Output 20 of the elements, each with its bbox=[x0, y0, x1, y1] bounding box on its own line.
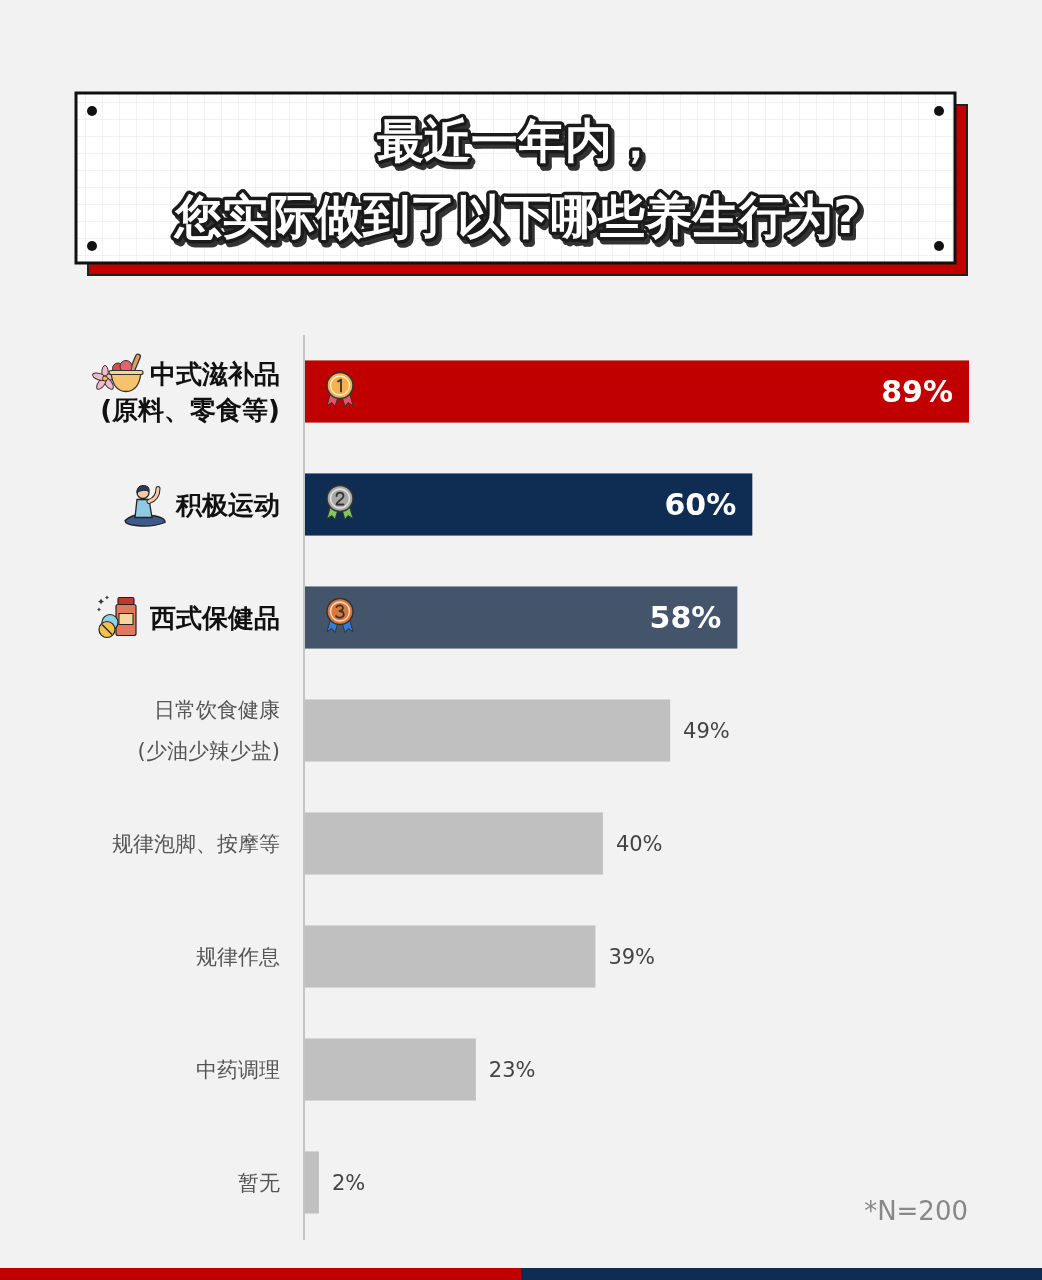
data-label: 40% bbox=[615, 831, 663, 856]
y-tick-label: 西式保健品 bbox=[149, 602, 280, 633]
y-tick-label: 日常饮食健康 (少油少辣少盐) bbox=[137, 698, 280, 763]
data-label: 39% bbox=[608, 944, 656, 969]
bar bbox=[305, 586, 738, 649]
bar bbox=[305, 360, 969, 423]
annotation: *N=200 bbox=[864, 1196, 968, 1226]
y-tick-label: 规律泡脚、按摩等 bbox=[112, 831, 280, 856]
data-label: 60% bbox=[664, 487, 737, 522]
y-tick-label: 规律作息 bbox=[196, 944, 280, 969]
data-label: 58% bbox=[649, 600, 722, 635]
data-label: 89% bbox=[881, 374, 953, 409]
bar bbox=[305, 473, 753, 536]
y-tick-label: 积极运动 bbox=[175, 489, 280, 520]
data-label: 2% bbox=[331, 1170, 366, 1195]
y-tick-label: 中式滋补品 (原料、零食等) bbox=[100, 358, 280, 425]
y-tick-label: 暂无 bbox=[238, 1170, 280, 1195]
y-tick-label: 中药调理 bbox=[196, 1057, 280, 1082]
data-label: 23% bbox=[488, 1057, 536, 1082]
data-label: 49% bbox=[683, 718, 730, 743]
